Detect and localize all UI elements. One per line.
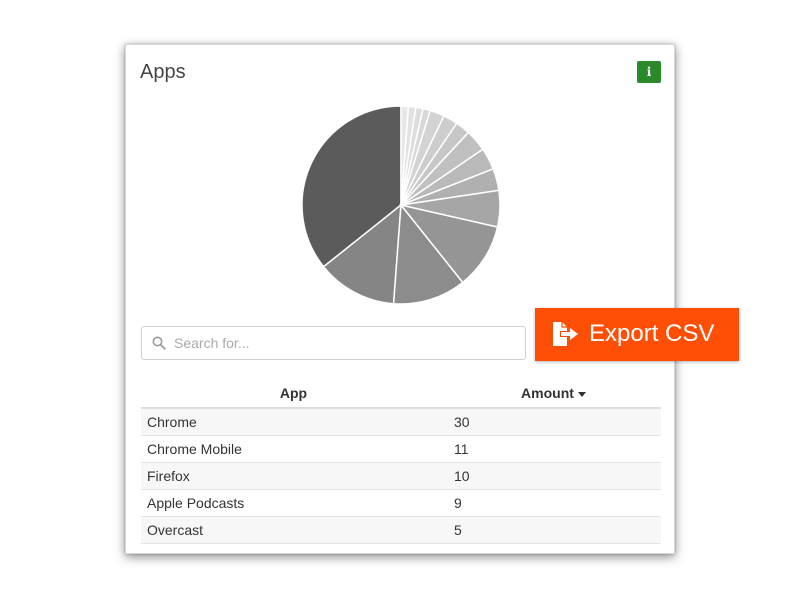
table-row[interactable]: Chrome Mobile 11 xyxy=(141,435,661,463)
table-row[interactable]: Overcast 5 xyxy=(141,516,661,544)
app-cell: Firefox xyxy=(141,462,446,490)
column-header-amount-label: Amount xyxy=(521,385,574,401)
amount-cell: 30 xyxy=(446,408,661,436)
pie-slice[interactable] xyxy=(400,105,410,206)
app-cell: Apple Podcasts xyxy=(141,489,446,517)
app-cell: Chrome xyxy=(141,408,446,436)
export-csv-label: Export CSV xyxy=(589,320,715,347)
table-row[interactable]: Apple Podcasts 9 xyxy=(141,489,661,517)
search-box[interactable] xyxy=(141,326,526,360)
apps-table: App Amount Chrome 30 Chrome Mobile 11 xyxy=(141,379,661,544)
export-csv-button[interactable]: Export CSV xyxy=(535,308,739,361)
amount-cell: 10 xyxy=(446,462,661,490)
pie-slice[interactable] xyxy=(399,203,499,284)
caret-down-icon xyxy=(577,391,586,397)
column-header-app-label: App xyxy=(279,385,308,401)
info-button[interactable]: i xyxy=(637,61,661,83)
pie-slice[interactable] xyxy=(392,203,464,305)
column-header-app[interactable]: App xyxy=(141,379,446,409)
table-header-row: App Amount xyxy=(141,379,661,409)
search-icon xyxy=(152,336,166,350)
table-row[interactable]: Chrome 30 xyxy=(141,408,661,436)
search-input[interactable] xyxy=(174,327,519,359)
amount-cell: 5 xyxy=(446,516,661,544)
table-row[interactable]: Firefox 10 xyxy=(141,462,661,490)
info-icon: i xyxy=(646,65,652,79)
amount-cell: 9 xyxy=(446,489,661,517)
pie-slice[interactable] xyxy=(301,105,402,268)
app-cell: Chrome Mobile xyxy=(141,435,446,463)
apps-pie-chart xyxy=(301,105,501,305)
app-cell: Overcast xyxy=(141,516,446,544)
amount-cell: 11 xyxy=(446,435,661,463)
column-header-amount[interactable]: Amount xyxy=(446,379,661,409)
pie-slice[interactable] xyxy=(322,203,402,305)
apps-card: Apps i App Amount xyxy=(125,44,675,554)
card-title: Apps xyxy=(140,61,186,83)
export-file-icon xyxy=(553,322,578,346)
